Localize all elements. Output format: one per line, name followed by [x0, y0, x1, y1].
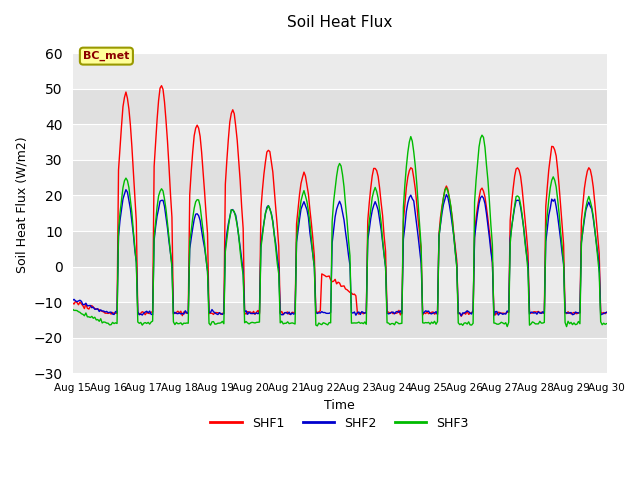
Bar [72, 53, 607, 89]
Bar [72, 160, 607, 195]
Bar [72, 195, 607, 231]
Text: BC_met: BC_met [83, 51, 129, 61]
Bar [72, 266, 607, 302]
Title: Soil Heat Flux: Soil Heat Flux [287, 15, 392, 30]
Y-axis label: Soil Heat Flux (W/m2): Soil Heat Flux (W/m2) [15, 136, 28, 273]
X-axis label: Time: Time [324, 398, 355, 412]
Bar [72, 89, 607, 124]
Bar [72, 124, 607, 160]
Legend: SHF1, SHF2, SHF3: SHF1, SHF2, SHF3 [205, 412, 474, 435]
Bar [72, 302, 607, 338]
Bar [72, 231, 607, 266]
Bar [72, 338, 607, 373]
